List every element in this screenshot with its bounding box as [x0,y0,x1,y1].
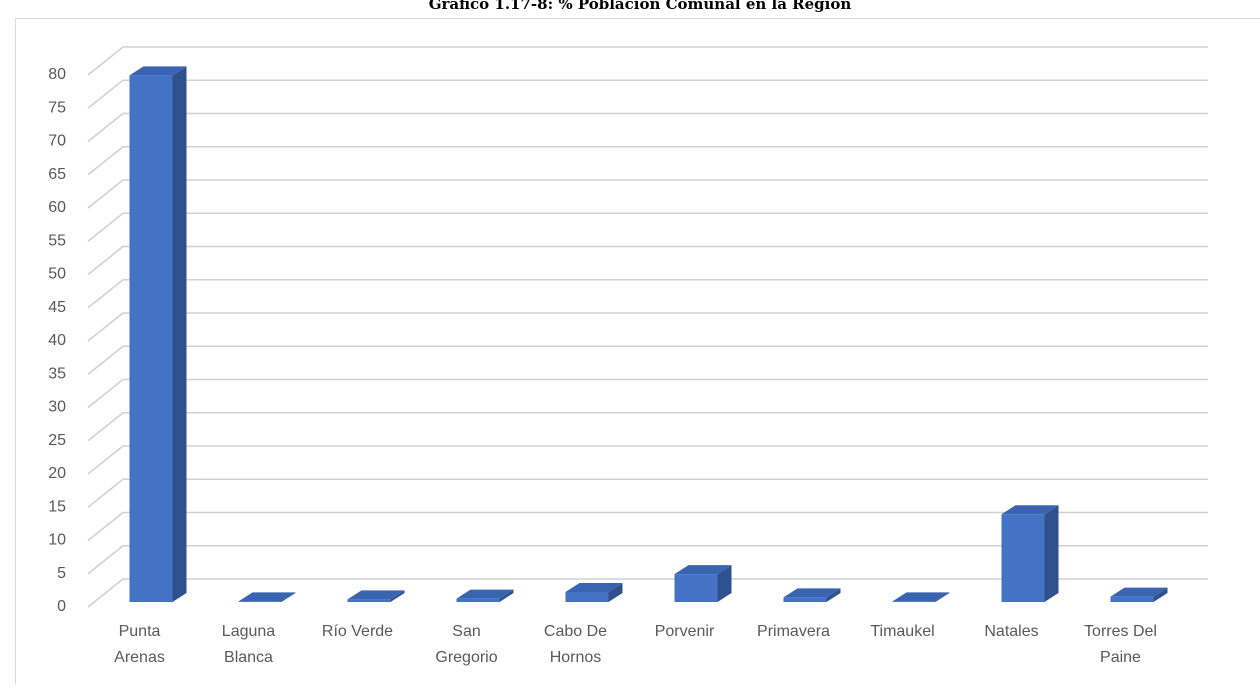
grid-line [88,80,1208,108]
bar-front [348,599,391,602]
bar-top [893,592,950,601]
y-tick-label: 65 [48,166,66,183]
bar-front [893,601,936,602]
bar [675,565,732,602]
grid-line [88,380,1208,408]
bar-front [239,601,282,602]
x-tick-label: LagunaBlanca [222,623,275,666]
bar [566,583,623,602]
x-tick-label: Natales [984,623,1038,640]
bar [1111,588,1168,602]
y-tick-label: 70 [48,133,66,150]
grid-line [88,313,1208,341]
grid-line [88,147,1208,175]
bar-front [130,75,173,602]
grid-line [88,280,1208,308]
y-tick-label: 15 [48,498,66,515]
grid-line [88,247,1208,275]
grid-line [88,213,1208,241]
bar-front [1002,514,1045,602]
x-tick-label: Porvenir [655,623,715,640]
x-tick-label: PuntaArenas [114,623,165,666]
y-tick-label: 30 [48,399,66,416]
bar [893,592,950,602]
grid-line [88,114,1208,142]
bar-front [784,597,827,602]
bar [130,66,187,602]
x-tick-label: Cabo DeHornos [544,623,607,666]
bar [1002,505,1059,602]
y-tick-label: 55 [48,232,66,249]
y-tick-label: 80 [48,66,66,83]
grid-line [88,413,1208,441]
y-tick-label: 25 [48,432,66,449]
bar-front [675,574,718,602]
bar-front [1111,597,1154,602]
x-tick-label: Río Verde [322,623,393,640]
y-tick-label: 35 [48,365,66,382]
y-tick-label: 20 [48,465,66,482]
y-tick-label: 10 [48,532,66,549]
y-tick-label: 75 [48,99,66,116]
bar-top [239,592,296,601]
y-tick-label: 50 [48,266,66,283]
x-tick-label: Timaukel [870,623,934,640]
x-tick-label: SanGregorio [435,623,497,666]
y-tick-label: 5 [57,565,66,582]
y-tick-label: 60 [48,199,66,216]
bar-front [566,592,609,602]
grid-line [88,446,1208,474]
bar [239,592,296,602]
x-tick-label: Torres DelPaine [1084,623,1157,666]
y-tick-label: 0 [57,598,66,615]
grid-line [88,479,1208,507]
bar-side [1045,505,1059,602]
y-tick-label: 45 [48,299,66,316]
grid-line [88,180,1208,208]
chart-title: Gráfico 1.17-8: % Población Comunal en l… [429,0,852,13]
bar-side [173,66,187,602]
bar [457,590,514,602]
grid-line [88,47,1208,75]
x-tick-label: Primavera [757,623,830,640]
bar [348,590,405,602]
bar [784,588,841,602]
chart-border [16,19,1260,685]
bar-front [457,599,500,602]
grid-line [88,346,1208,374]
y-tick-label: 40 [48,332,66,349]
